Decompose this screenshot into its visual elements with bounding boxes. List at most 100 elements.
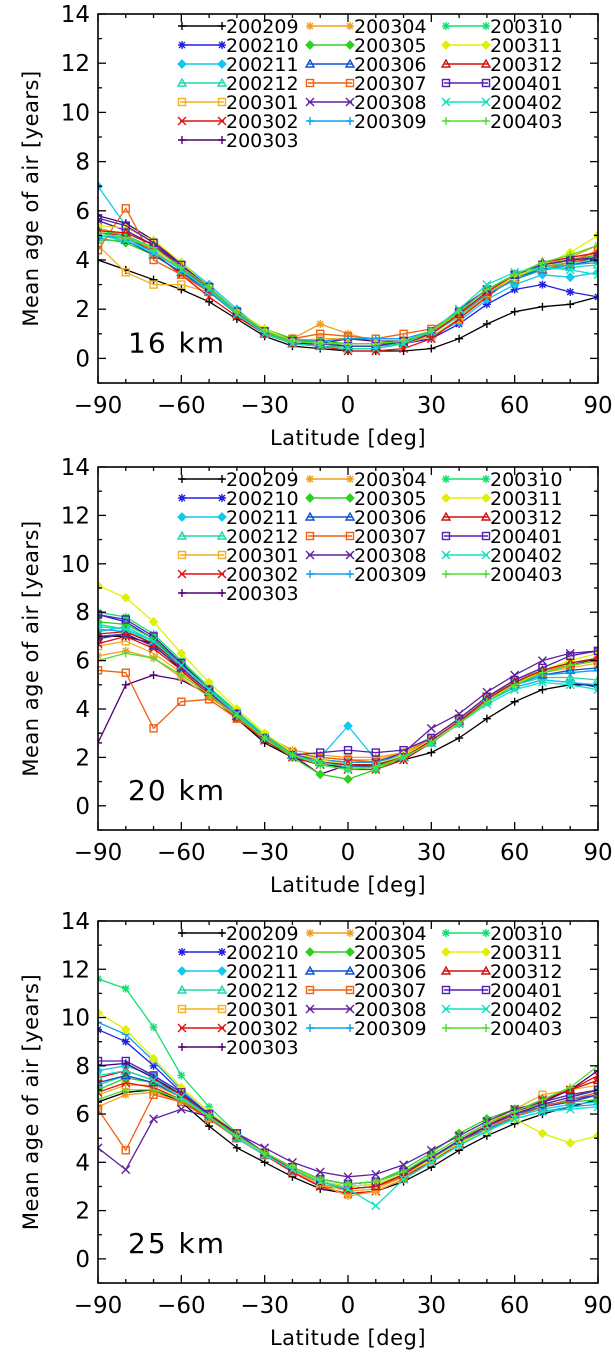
data-point-200403 [232, 1131, 241, 1140]
data-point-200403 [205, 1112, 214, 1121]
legend-label-200302: 200302 [226, 1018, 299, 1040]
data-point-200312 [120, 1065, 131, 1075]
legend-marker-200209 [218, 929, 226, 937]
legend-marker-200306 [304, 58, 316, 68]
legend-label-200210: 200210 [226, 942, 299, 964]
y-tick-label: 8 [75, 150, 90, 176]
legend-marker-200305 [305, 40, 315, 50]
data-point-200310 [149, 629, 158, 638]
x-axis-title: Latitude [deg] [270, 426, 426, 450]
legend-marker-200305 [345, 493, 355, 503]
data-point-200403 [149, 654, 158, 663]
legend-marker-200402 [441, 550, 451, 560]
legend-marker-200312 [480, 58, 492, 68]
data-point-200402 [593, 685, 598, 695]
legend-marker-200310 [442, 475, 450, 483]
y-tick-label: 2 [75, 297, 90, 323]
legend-label-200302: 200302 [226, 111, 299, 133]
data-point-200212 [98, 1079, 104, 1089]
data-point-200308 [315, 1167, 325, 1177]
series-group [98, 181, 598, 356]
data-point-200210 [538, 280, 547, 289]
legend-label-200312: 200312 [490, 54, 563, 76]
data-point-200312 [398, 1168, 409, 1179]
legend: 2002092002102002112002122003012003022003… [176, 16, 563, 152]
legend-label-200304: 200304 [354, 16, 427, 38]
x-tick-label: 30 [417, 1293, 446, 1319]
y-tick-label: 12 [61, 957, 90, 983]
data-point-200402 [454, 1140, 464, 1150]
data-point-200209 [510, 307, 519, 316]
data-point-200403 [288, 1163, 297, 1172]
legend-marker-200302 [217, 1023, 227, 1033]
legend-marker-200309 [346, 570, 354, 578]
data-point-200308 [399, 1160, 409, 1170]
data-point-200211 [565, 272, 576, 283]
chart-panel-1: −90 −60 −30 0 30 60 90 0 2 4 6 8 10 12 14 Latitude [deg… [19, 2, 613, 450]
legend-label-200212: 200212 [226, 980, 299, 1002]
legend-marker-200301 [177, 550, 187, 560]
x-axis-title: Latitude [deg] [270, 1326, 426, 1350]
data-point-200401 [121, 615, 130, 624]
data-point-200401 [149, 1071, 158, 1080]
data-point-200209 [232, 1143, 241, 1152]
y-axis-title: Mean age of air [years] [19, 520, 43, 776]
data-point-200403 [98, 1095, 102, 1104]
legend-marker-200309 [306, 117, 314, 125]
legend-label-200312: 200312 [490, 961, 563, 983]
x-tick-label: −60 [157, 840, 206, 866]
legend-marker-200402 [481, 97, 491, 107]
data-point-200402 [510, 1114, 520, 1124]
data-point-200304 [371, 1187, 380, 1196]
legend-marker-200308 [305, 97, 315, 107]
data-point-200209 [427, 748, 436, 757]
data-point-200209 [427, 344, 436, 353]
legend-label-200402: 200402 [490, 545, 563, 567]
data-point-200312 [592, 247, 598, 257]
legend-marker-200403 [482, 1024, 490, 1032]
data-point-200211 [98, 1065, 103, 1076]
x-tick-label: 30 [417, 393, 446, 419]
data-point-200401 [593, 253, 598, 262]
data-point-200403 [316, 760, 325, 769]
chart-panel-3: −90 −60 −30 0 30 60 90 0 2 4 6 8 10 12 14 Latitude [deg… [19, 909, 613, 1350]
legend-marker-200402 [441, 97, 451, 107]
legend-marker-200306 [344, 58, 356, 68]
data-point-200402 [593, 270, 598, 280]
legend-label-200306: 200306 [354, 961, 427, 983]
legend-marker-200309 [346, 117, 354, 125]
data-point-200402 [565, 265, 575, 275]
legend-marker-200308 [305, 550, 315, 560]
legend-marker-200302 [177, 1023, 187, 1033]
data-point-200306 [592, 662, 598, 672]
legend-marker-200310 [482, 22, 490, 30]
legend-marker-200209 [218, 475, 226, 483]
legend-label-200303: 200303 [226, 1037, 299, 1059]
legend-label-200308: 200308 [354, 999, 427, 1021]
legend-marker-200211 [177, 512, 187, 522]
x-tick-label: 0 [341, 1293, 356, 1319]
series-line-200212 [98, 623, 598, 766]
y-tick-label: 14 [61, 455, 90, 481]
data-point-200308 [426, 723, 436, 733]
x-tick-label: 0 [341, 393, 356, 419]
legend-marker-200307 [305, 78, 315, 88]
legend-label-200307: 200307 [354, 73, 427, 95]
legend-marker-200401 [441, 985, 451, 995]
legend-marker-200302 [177, 116, 187, 126]
y-tick-label: 2 [75, 745, 90, 771]
data-point-200401 [121, 1056, 130, 1066]
data-point-200402 [343, 1184, 353, 1194]
data-point-200402 [537, 677, 547, 687]
data-point-200403 [288, 750, 297, 759]
data-point-200308 [537, 656, 547, 666]
data-point-200403 [594, 241, 598, 250]
x-tick-label: −90 [74, 840, 123, 866]
legend-label-200402: 200402 [490, 92, 563, 114]
data-point-200403 [177, 263, 186, 272]
data-point-200401 [593, 646, 598, 656]
data-point-200311 [120, 592, 131, 603]
data-point-200212 [592, 259, 598, 269]
data-point-200403 [121, 1085, 130, 1094]
data-point-200403 [455, 307, 464, 316]
